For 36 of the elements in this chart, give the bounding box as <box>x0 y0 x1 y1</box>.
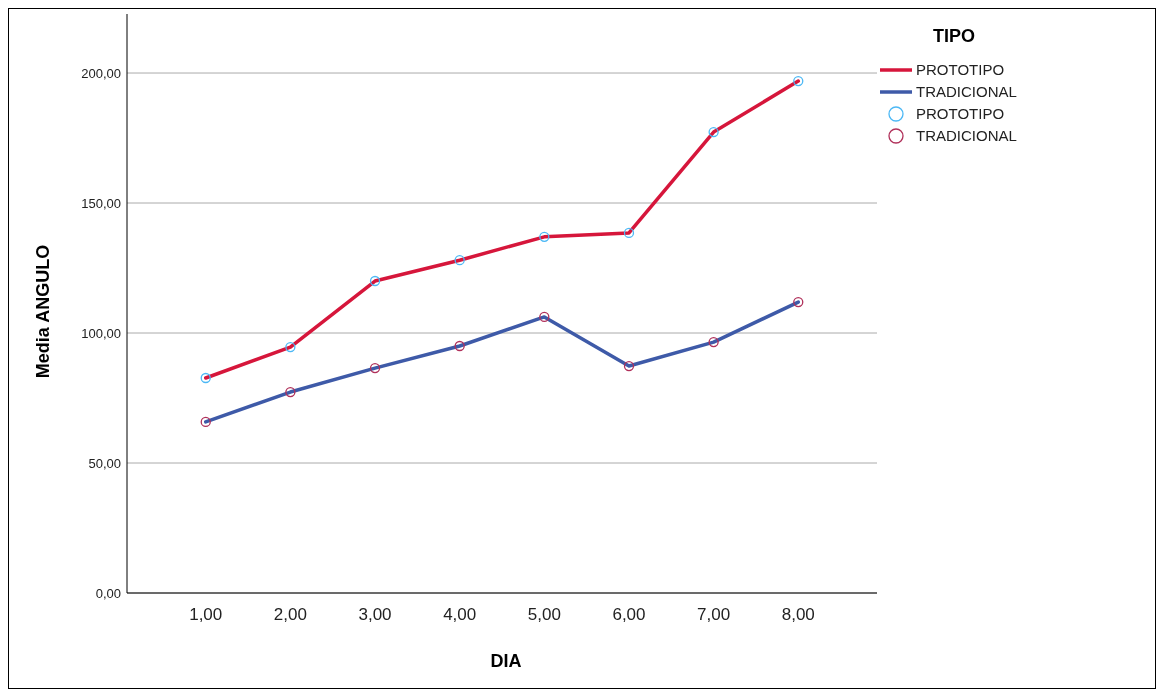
legend-title: TIPO <box>932 26 976 46</box>
point <box>539 311 550 323</box>
x-tick-label: 1,00 <box>189 605 223 624</box>
legend-label: TRADICIONAL <box>916 127 1017 145</box>
y-tick-label: 50,00 <box>88 455 121 471</box>
point <box>369 362 381 374</box>
x-tick-label: 3,00 <box>358 605 392 624</box>
point <box>285 386 296 398</box>
legend-label: PROTOTIPO <box>916 61 1005 79</box>
x-axis-title: DIA <box>490 651 522 671</box>
point <box>539 231 550 242</box>
x-tick-label: 7,00 <box>697 605 731 624</box>
legend-label: TRADICIONAL <box>916 83 1017 101</box>
point <box>623 360 635 372</box>
point <box>708 126 719 138</box>
point <box>454 255 465 266</box>
point <box>285 341 296 353</box>
x-tick-label: 8,00 <box>781 605 815 624</box>
legend-label: PROTOTIPO <box>916 105 1005 123</box>
point <box>369 275 381 287</box>
point <box>793 296 804 308</box>
y-tick-label: 200,00 <box>81 65 121 81</box>
x-tick-label: 2,00 <box>273 605 307 624</box>
point <box>793 75 804 87</box>
point <box>708 336 719 348</box>
y-tick-label: 100,00 <box>81 325 121 341</box>
point <box>454 340 465 352</box>
x-tick-label: 6,00 <box>612 605 646 624</box>
point <box>623 227 635 239</box>
x-tick-label: 4,00 <box>443 605 477 624</box>
point <box>200 372 211 384</box>
y-axis-title: Media ANGULO <box>33 244 53 379</box>
y-tick-label: 150,00 <box>81 195 121 211</box>
x-tick-label: 5,00 <box>527 605 561 624</box>
y-tick-label: 0,00 <box>95 585 121 601</box>
point <box>200 416 211 428</box>
